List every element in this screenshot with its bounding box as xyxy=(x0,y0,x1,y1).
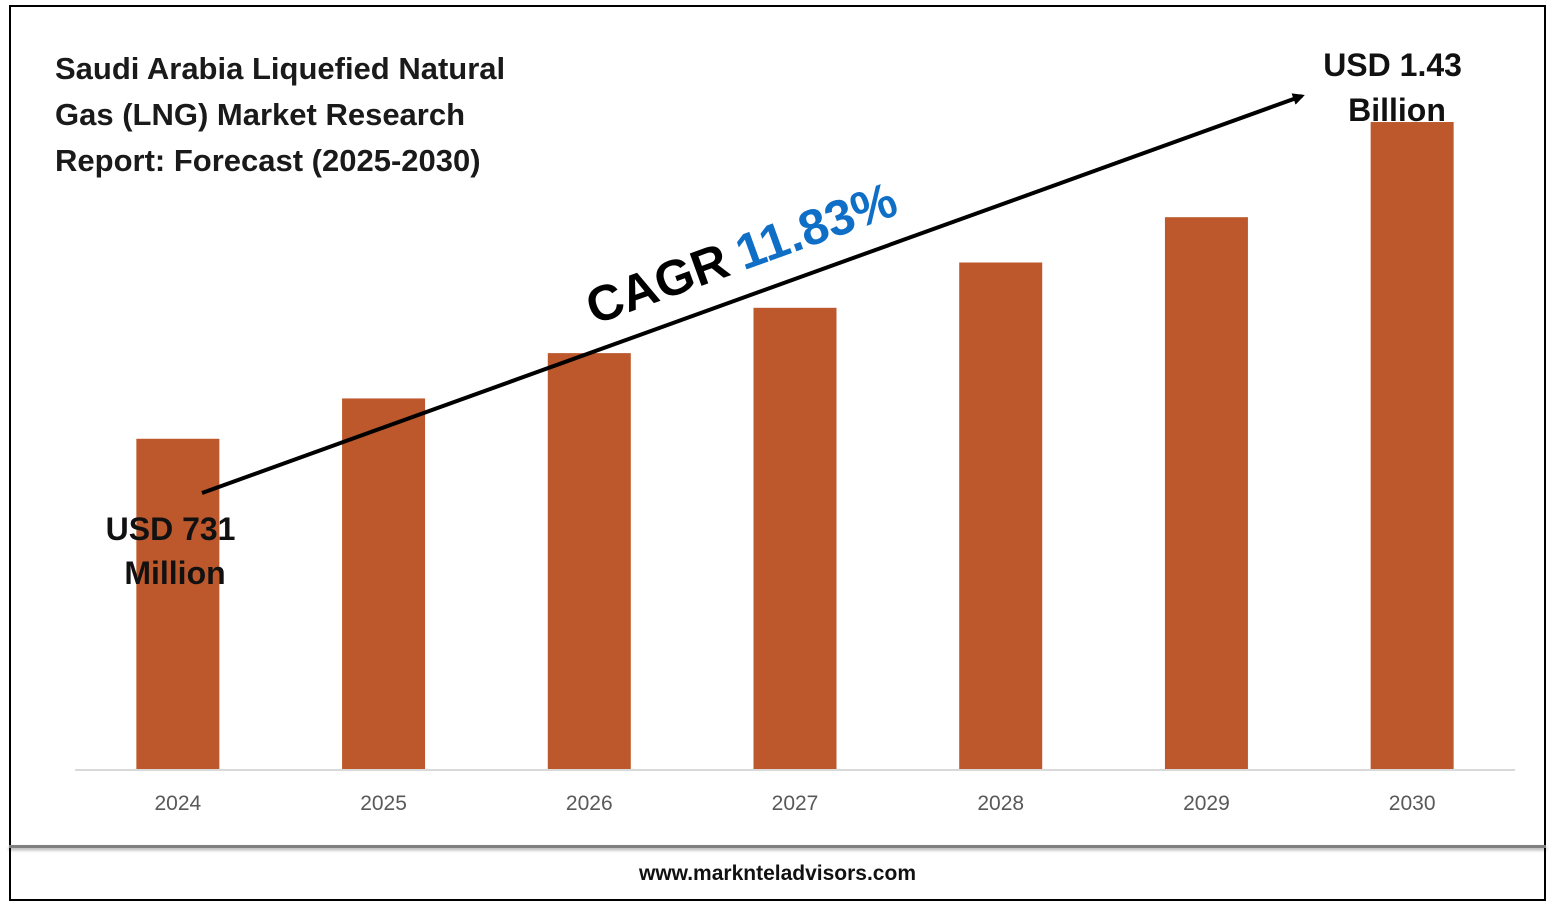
bar-2026 xyxy=(547,353,631,770)
x-tick-label-2025: 2025 xyxy=(360,792,407,815)
x-tick-label-2029: 2029 xyxy=(1183,792,1230,815)
footer-divider xyxy=(9,845,1546,848)
bar-2028 xyxy=(959,262,1043,770)
end-value-label: USD 1.43 Billion xyxy=(1323,47,1471,128)
start-value-line-1: USD 731 xyxy=(106,511,236,547)
footer-url: www.marknteladvisors.com xyxy=(639,862,916,885)
cagr-value: 11.83% xyxy=(728,171,904,281)
x-tick-label-2024: 2024 xyxy=(154,792,201,815)
x-tick-label-2028: 2028 xyxy=(977,792,1024,815)
x-tick-label-2026: 2026 xyxy=(566,792,613,815)
bar-2025 xyxy=(342,398,426,770)
trend-arrow xyxy=(201,93,1305,495)
x-tick-labels: 2024 2025 2026 2027 2028 2029 2030 xyxy=(154,792,1435,815)
start-value-line-2: Million xyxy=(124,555,225,591)
cagr-prefix: CAGR xyxy=(579,232,736,335)
end-value-line-2: Billion xyxy=(1348,92,1446,128)
bar-2024 xyxy=(136,438,220,770)
end-value-line-1: USD 1.43 xyxy=(1323,47,1462,83)
bar-2030 xyxy=(1370,122,1454,770)
x-tick-label-2030: 2030 xyxy=(1389,792,1436,815)
chart-title: Saudi Arabia Liquefied Natural Gas (LNG)… xyxy=(55,51,506,178)
bar-2029 xyxy=(1164,217,1248,770)
x-tick-label-2027: 2027 xyxy=(772,792,819,815)
start-value-label: USD 731 Million xyxy=(106,511,245,591)
bar-2027 xyxy=(753,307,837,770)
bar-series xyxy=(136,122,1454,770)
cagr-label: CAGR11.83% xyxy=(579,171,905,335)
